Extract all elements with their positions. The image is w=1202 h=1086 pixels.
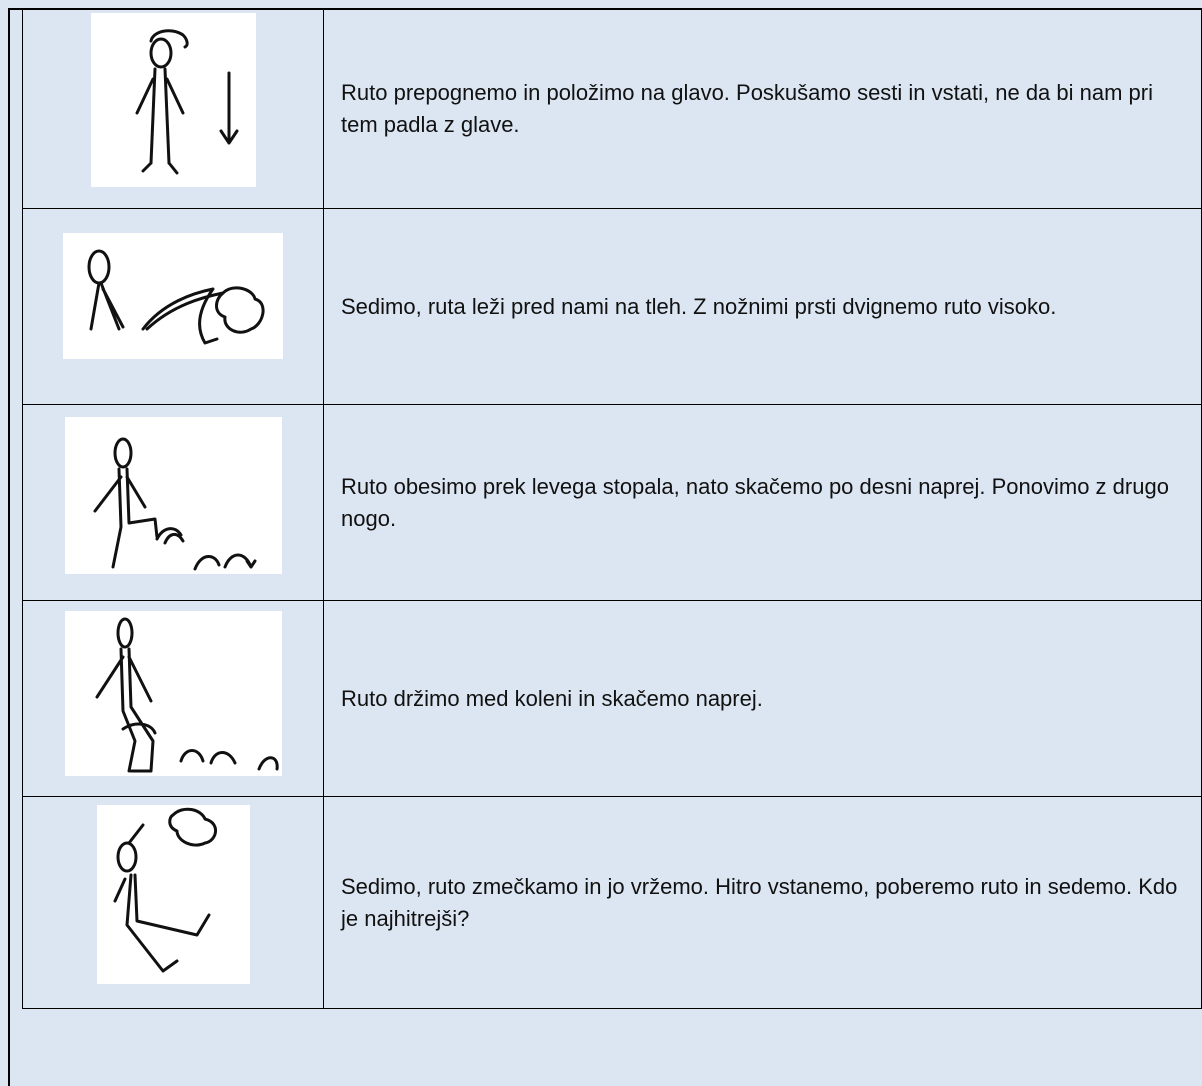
cell-divider (323, 209, 324, 404)
illustration (91, 13, 256, 187)
cell-text: Ruto držimo med koleni in skačemo naprej… (341, 685, 763, 711)
frame-border (8, 8, 10, 1086)
illustration (63, 233, 283, 359)
table-row: Sedimo, ruta leži pred nami na tleh. Z n… (22, 208, 1202, 405)
illustration (97, 805, 250, 984)
illustration (65, 417, 282, 574)
frame-border (8, 8, 1202, 10)
table-row: Ruto obesimo prek levega stopala, nato s… (22, 404, 1202, 601)
table-row: Ruto prepognemo in položimo na glavo. Po… (22, 8, 1202, 209)
cell-text: Sedimo, ruto zmečkamo in jo vržemo. Hitr… (341, 873, 1178, 931)
table-row: Sedimo, ruto zmečkamo in jo vržemo. Hitr… (22, 796, 1202, 1009)
cell-divider (323, 601, 324, 796)
cell-divider (323, 405, 324, 600)
illustration (65, 611, 282, 776)
cell-text: Sedimo, ruta leži pred nami na tleh. Z n… (341, 293, 1057, 319)
table-row: Ruto držimo med koleni in skačemo naprej… (22, 600, 1202, 797)
cell-divider (323, 797, 324, 1008)
cell-text: Ruto obesimo prek levega stopala, nato s… (341, 473, 1169, 531)
cell-divider (323, 9, 324, 208)
cell-text: Ruto prepognemo in položimo na glavo. Po… (341, 79, 1153, 137)
